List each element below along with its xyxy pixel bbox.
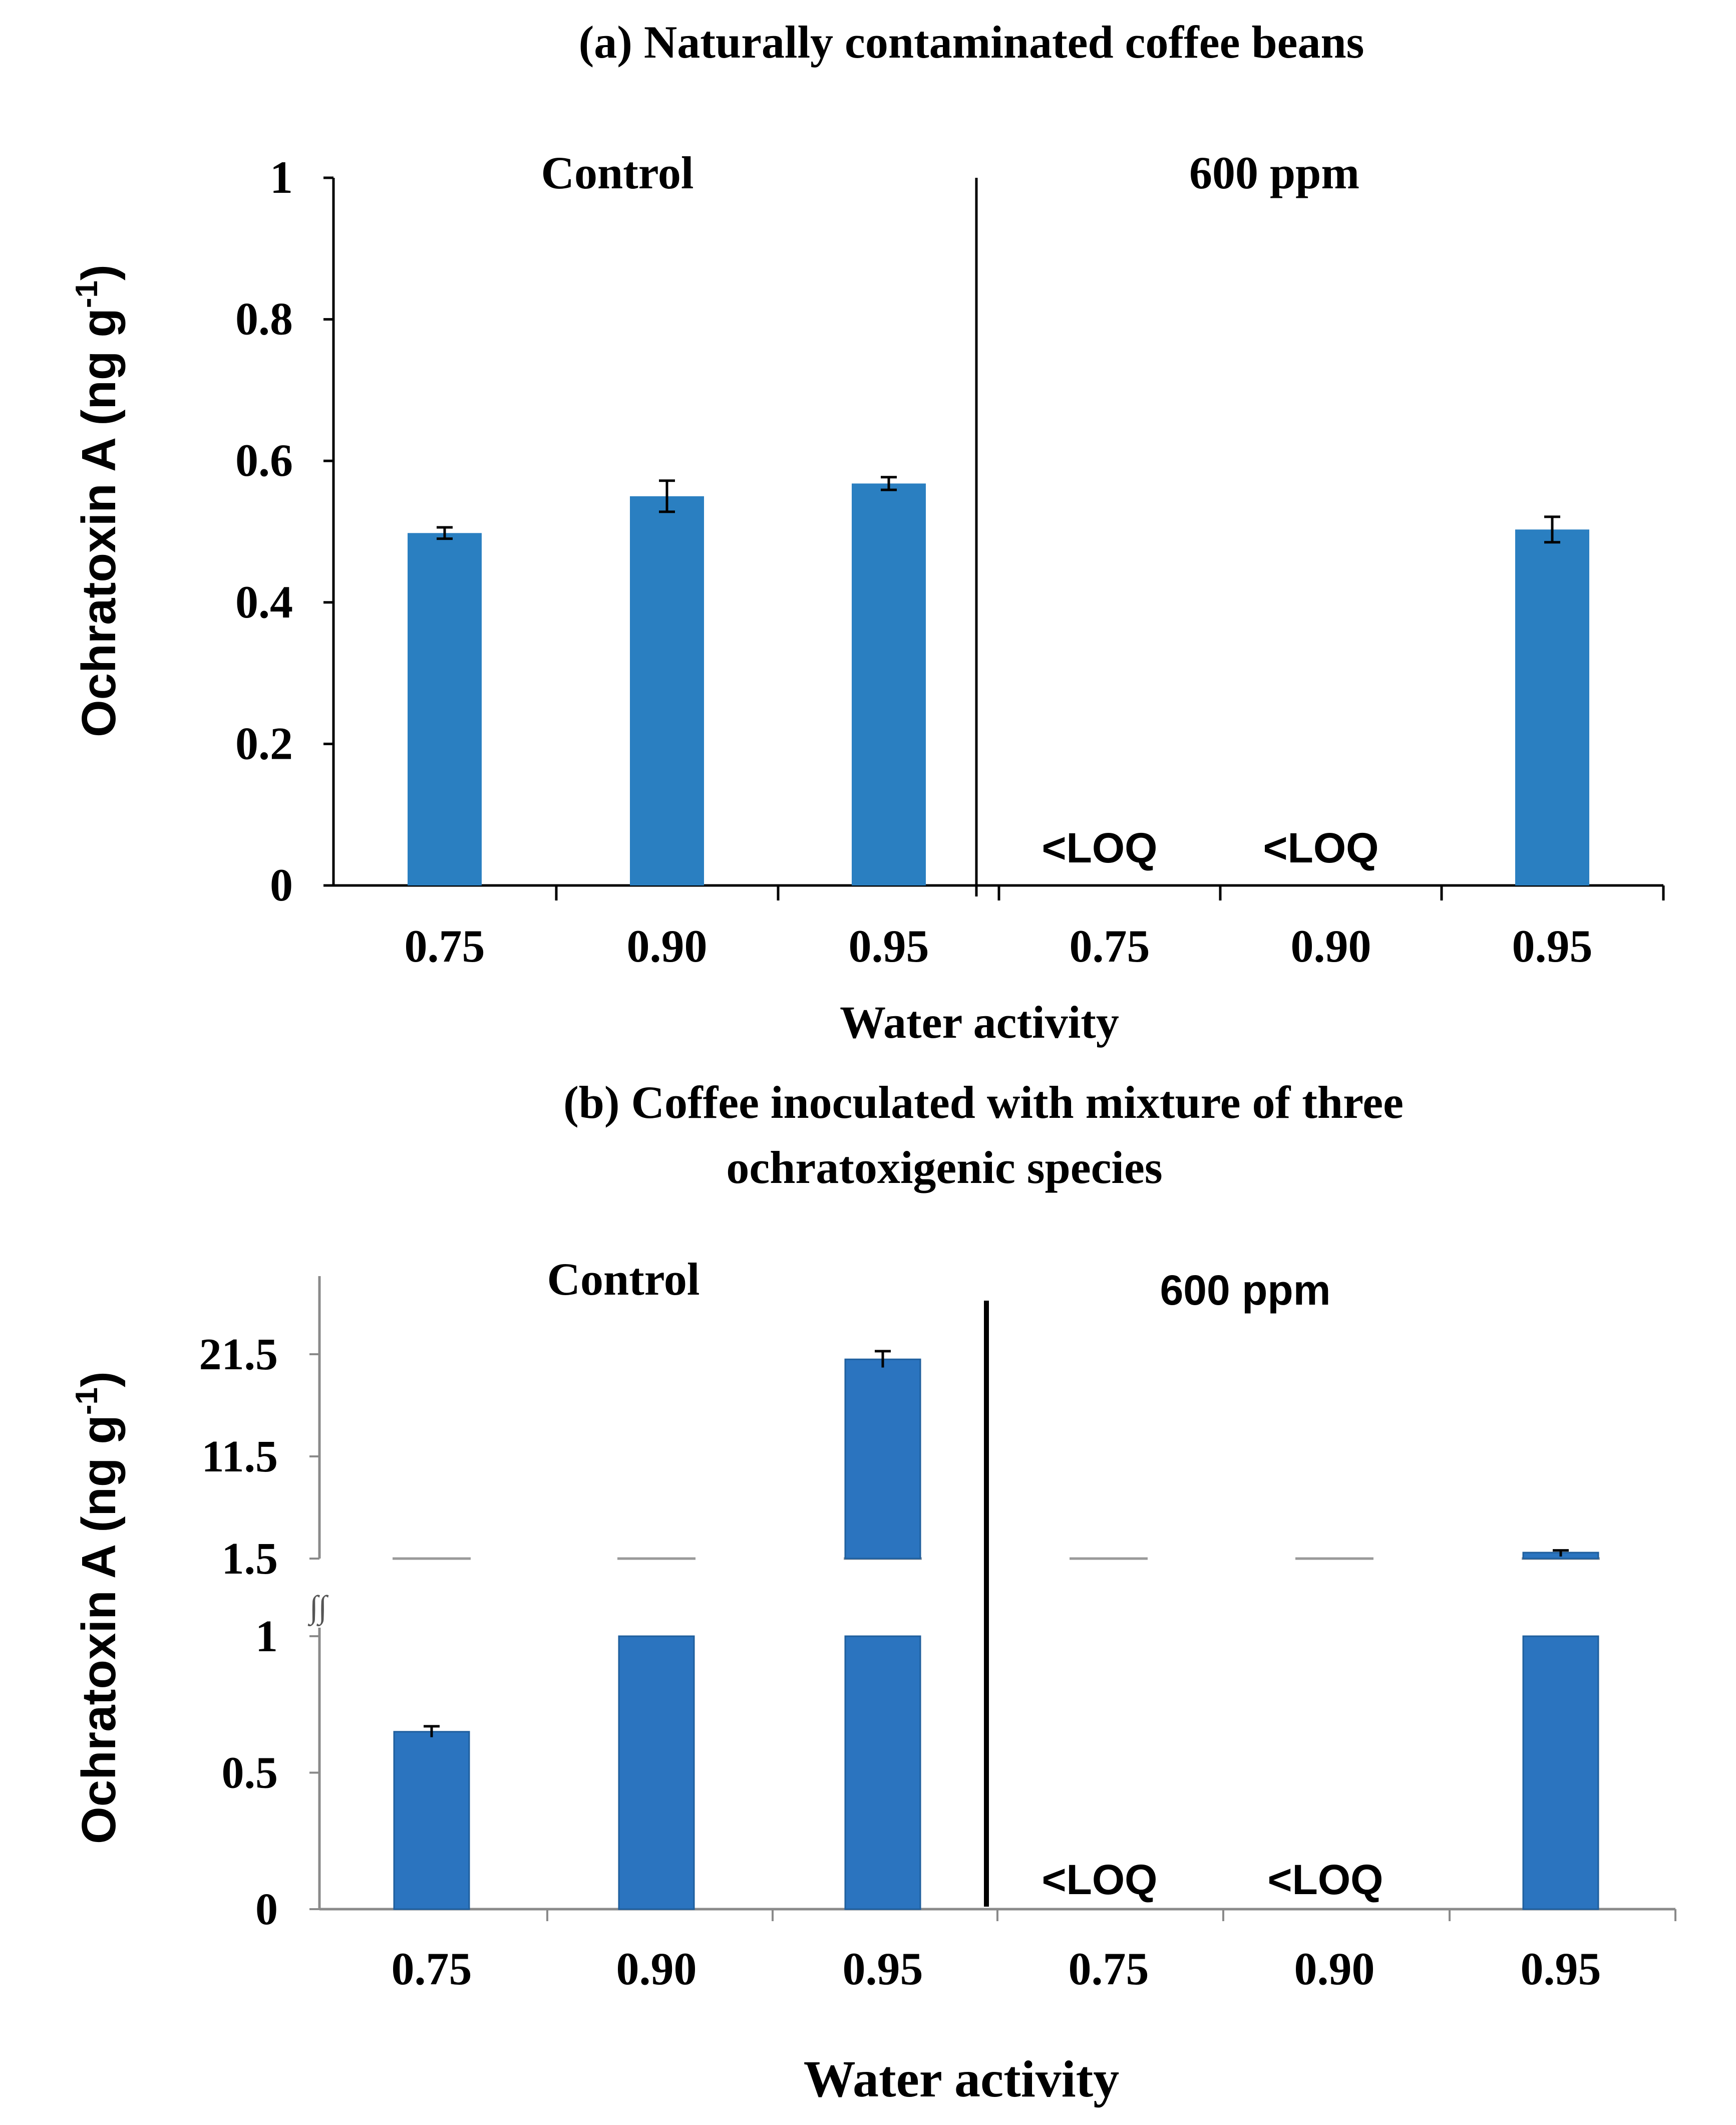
panel-b-bar-lower [393, 1731, 470, 1910]
panel-a-y-axis-label-sup: -1 [70, 280, 104, 308]
panel-a-bar [630, 496, 704, 885]
panel-b-axis-break-symbol: ∫∫ [307, 1589, 329, 1627]
panel-a-x-axis-label: Water activity [840, 997, 1119, 1048]
panel-a-y-axis-label: Ochratoxin A (ng g-1) [70, 264, 126, 737]
panel-b-loq-label: <LOQ [1041, 1856, 1157, 1903]
panel-a-bar [1515, 529, 1589, 885]
panel-b-y-axis-label: Ochratoxin A (ng g-1) [70, 1371, 126, 1844]
panel-a-loq-label: <LOQ [1263, 824, 1378, 871]
panel-b-y-tick-label-upper: 1.5 [222, 1534, 278, 1584]
panel-a-bar [852, 483, 926, 885]
panel-a-x-tick-labels: 0.75 0.90 0.95 0.75 0.90 0.95 [405, 921, 1593, 972]
panel-b-group-label-600ppm: 600 ppm [1160, 1267, 1331, 1314]
panel-b-y-axis-label-sup: -1 [70, 1387, 104, 1415]
panel-b-chart: (b) Coffee inoculated with mixture of th… [70, 1077, 1676, 2108]
panel-b-y-tick-label-lower: 0 [255, 1885, 278, 1934]
panel-b-y-tick-label-lower: 1 [255, 1612, 278, 1661]
panel-a-x-tick-marks [555, 885, 1665, 900]
panel-a-y-tick-label: 0.2 [235, 718, 293, 769]
panel-b-y-tick-label-lower: 0.5 [222, 1748, 278, 1798]
panel-a-y-ticks: 0 0.2 0.4 0.6 0.8 1 [235, 152, 333, 910]
panel-b-title-line2: ochratoxigenic species [726, 1142, 1162, 1193]
panel-b-x-tick-marks [546, 1909, 1676, 1921]
panel-b-loq-label: <LOQ [1267, 1856, 1383, 1903]
panel-a-x-tick-label: 0.95 [849, 921, 929, 972]
panel-b-y-axis-label-main: Ochratoxin A (ng g [72, 1415, 126, 1844]
panel-b-x-tick-labels: 0.75 0.90 0.95 0.75 0.90 0.95 [392, 1943, 1601, 1994]
panel-b-x-tick-label: 0.95 [843, 1943, 923, 1994]
panel-b-y-ticks: 00.511.511.521.5 [199, 1330, 319, 1934]
panel-b-bar-upper [844, 1358, 921, 1560]
panel-a-group-label-control: Control [541, 147, 694, 198]
panel-a-y-tick-label: 0.6 [235, 435, 293, 486]
panel-a-x-tick-label: 0.75 [1070, 921, 1150, 972]
panel-b-x-tick-label: 0.75 [1069, 1943, 1149, 1994]
panel-b-title-line1: (b) Coffee inoculated with mixture of th… [563, 1077, 1404, 1128]
panel-a-y-tick-label: 0.4 [235, 576, 293, 628]
panel-b-bar-lower [618, 1635, 695, 1910]
panel-b-x-tick-label: 0.90 [616, 1943, 697, 1994]
panel-b-x-axis-label: Water activity [804, 2050, 1120, 2108]
panel-a-bars: <LOQ <LOQ [408, 476, 1589, 885]
panel-a-x-tick-label: 0.95 [1512, 921, 1593, 972]
panel-a-bar [408, 533, 482, 885]
panel-b-x-tick-label: 0.75 [392, 1943, 472, 1994]
panel-b-y-axis-label-close: ) [72, 1371, 126, 1387]
panel-a-x-tick-label: 0.90 [627, 921, 708, 972]
panel-a-y-tick-label: 0.8 [235, 293, 293, 345]
panel-a-loq-label: <LOQ [1041, 824, 1157, 871]
panel-a-x-tick-label: 0.90 [1291, 921, 1371, 972]
panel-a-y-tick-label: 0 [270, 859, 293, 910]
panel-b-x-tick-label: 0.95 [1521, 1943, 1601, 1994]
panel-a-x-tick-label: 0.75 [405, 921, 485, 972]
panel-b-y-tick-label-upper: 11.5 [201, 1432, 278, 1481]
panel-a-title: (a) Naturally contaminated coffee beans [579, 17, 1364, 68]
panel-b-y-tick-label-upper: 21.5 [199, 1330, 278, 1379]
panel-b-group-label-control: Control [547, 1254, 700, 1305]
panel-b-x-tick-label: 0.90 [1294, 1943, 1375, 1994]
panel-a-y-axis-label-main: Ochratoxin A (ng g [72, 308, 126, 737]
panel-a-y-axis-label-close: ) [72, 264, 126, 280]
panel-b-bar-lower [1522, 1635, 1599, 1910]
panel-a-y-tick-label: 1 [270, 152, 293, 203]
panel-b-bar-lower [844, 1635, 921, 1910]
panel-a-chart: (a) Naturally contaminated coffee beans … [70, 17, 1665, 1048]
panel-b-bars: <LOQ <LOQ [393, 1350, 1600, 1910]
panel-a-group-label-600ppm: 600 ppm [1189, 147, 1359, 198]
